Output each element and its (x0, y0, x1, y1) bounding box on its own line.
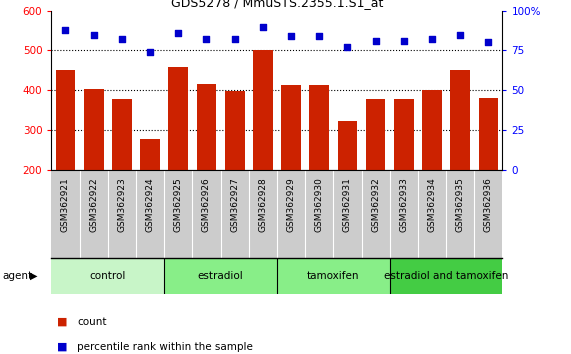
Bar (390, 258, 502, 294)
Text: GSM362932: GSM362932 (371, 177, 380, 232)
Text: tamoxifen: tamoxifen (307, 271, 360, 281)
Bar (140, 139, 160, 250)
Text: GSM362936: GSM362936 (484, 177, 493, 232)
Bar (253, 50, 273, 250)
Point (230, 36, 239, 42)
Bar (55, 69, 75, 250)
Text: GSM362922: GSM362922 (89, 177, 98, 232)
Text: GSM362921: GSM362921 (61, 177, 70, 232)
Text: GSM362931: GSM362931 (343, 177, 352, 232)
Point (258, 24, 267, 29)
Bar (281, 85, 301, 250)
Bar (164, 258, 277, 294)
Text: estradiol: estradiol (198, 271, 243, 281)
Point (61, 27, 70, 33)
Text: GSM362924: GSM362924 (146, 177, 155, 232)
Text: GSM362934: GSM362934 (428, 177, 436, 232)
Bar (84, 89, 103, 250)
Bar (309, 85, 329, 250)
Text: GSM362930: GSM362930 (315, 177, 324, 232)
Bar (51, 258, 164, 294)
Point (117, 36, 126, 42)
Point (174, 30, 183, 36)
Text: estradiol and tamoxifen: estradiol and tamoxifen (384, 271, 508, 281)
Text: GSM362927: GSM362927 (230, 177, 239, 232)
Text: ■: ■ (57, 317, 67, 327)
Point (456, 32, 465, 37)
Bar (277, 258, 389, 294)
Point (484, 40, 493, 45)
Text: GSM362923: GSM362923 (118, 177, 126, 232)
Text: percentile rank within the sample: percentile rank within the sample (77, 342, 253, 352)
Point (287, 33, 296, 39)
Bar (394, 99, 413, 250)
Title: GDS5278 / MmuSTS.2355.1.S1_at: GDS5278 / MmuSTS.2355.1.S1_at (171, 0, 383, 10)
Bar (196, 84, 216, 250)
Point (202, 36, 211, 42)
Bar (112, 99, 132, 250)
Bar (478, 98, 498, 250)
Point (399, 38, 408, 44)
Bar (337, 121, 357, 250)
Text: agent: agent (3, 271, 33, 281)
Text: GSM362929: GSM362929 (287, 177, 296, 232)
Point (146, 49, 155, 55)
Text: GSM362925: GSM362925 (174, 177, 183, 232)
Point (371, 38, 380, 44)
Text: count: count (77, 317, 107, 327)
Text: GSM362928: GSM362928 (258, 177, 267, 232)
Bar (225, 91, 244, 250)
Bar (366, 99, 385, 250)
Text: GSM362935: GSM362935 (456, 177, 465, 232)
Point (428, 36, 437, 42)
Point (89, 32, 98, 37)
Text: ▶: ▶ (30, 271, 37, 281)
Point (343, 45, 352, 50)
Point (315, 33, 324, 39)
Text: ■: ■ (57, 342, 67, 352)
Bar (451, 69, 470, 250)
Text: control: control (90, 271, 126, 281)
Text: GSM362933: GSM362933 (399, 177, 408, 232)
Bar (422, 90, 442, 250)
Bar (168, 67, 188, 250)
Text: GSM362926: GSM362926 (202, 177, 211, 232)
